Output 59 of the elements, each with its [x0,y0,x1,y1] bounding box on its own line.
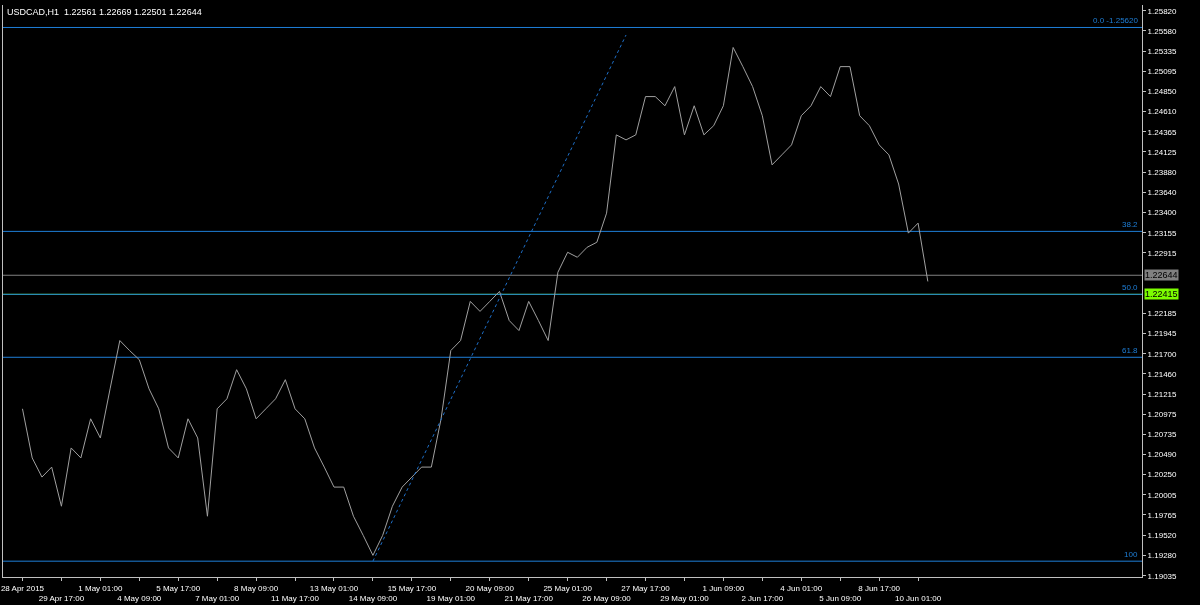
x-tick-label: 19 May 01:00 [426,594,476,603]
y-tick-label: 1.22915 [1147,248,1178,258]
y-tick-label: 1.20005 [1147,490,1178,500]
annotation: 50.0 [1122,283,1139,292]
y-tick-label: 1.21215 [1147,390,1178,400]
y-tick-label: 1.23880 [1147,168,1178,178]
y-tick-label: 1.23640 [1147,188,1178,198]
y-tick-label: 1.23400 [1147,208,1178,218]
y-tick-label: 1.19035 [1147,571,1178,581]
x-tick-label: 8 Jun 17:00 [858,583,901,593]
x-tick-label: 1 May 01:00 [78,583,123,593]
x-tick-label: 5 Jun 09:00 [819,594,862,603]
y-tick-label: 1.22185 [1147,309,1178,319]
annotation: 38.2 [1122,220,1139,229]
y-tick-label: 1.20975 [1147,410,1178,420]
y-tick-label: 1.19520 [1147,531,1178,541]
y-tick-label: 1.24610 [1147,107,1178,117]
x-tick-label: 2 Jun 17:00 [741,594,784,603]
annotation: 0.0 -1.25620 [1093,16,1139,25]
chart-title: USDCAD,H1 1.22561 1.22669 1.22501 1.22644 [7,7,202,17]
y-tick-label: 1.20250 [1147,470,1178,480]
x-tick-label: 4 Jun 01:00 [780,583,823,593]
y-tick-label: 1.25095 [1147,66,1178,76]
y-tick-label: 1.25335 [1147,47,1178,57]
annotation: 100 [1124,550,1138,559]
y-tick-label: 1.25580 [1147,26,1178,36]
x-tick-label: 28 Apr 2015 [0,583,45,593]
x-tick-label: 29 May 01:00 [660,594,710,603]
y-tick-label: 1.20490 [1147,450,1178,460]
x-tick-label: 26 May 09:00 [582,594,632,603]
x-tick-label: 13 May 01:00 [309,583,359,593]
x-tick-label: 14 May 09:00 [348,594,398,603]
x-tick-label: 27 May 17:00 [621,583,671,593]
x-tick-label: 20 May 09:00 [465,583,515,593]
x-tick-label: 29 Apr 17:00 [38,594,85,603]
y-tick-label: 1.24125 [1147,147,1178,157]
x-tick-label: 7 May 01:00 [195,594,240,603]
x-tick-label: 21 May 17:00 [504,594,554,603]
y-tick-label: 1.19280 [1147,551,1178,561]
y-tick-label: 1.21460 [1147,369,1178,379]
x-tick-label: 11 May 17:00 [271,594,320,603]
x-tick-label: 4 May 09:00 [117,594,162,603]
y-tick-label: 1.21945 [1147,329,1178,339]
x-tick-label: 15 May 17:00 [387,583,437,593]
x-tick-label: 10 Jun 01:00 [894,594,942,603]
x-tick-label: 1 Jun 09:00 [702,583,745,593]
annotation: 61.8 [1122,346,1139,355]
y-tick-label: 1.25820 [1147,6,1178,16]
x-tick-label: 25 May 01:00 [543,583,593,593]
y-tick-label: 1.24365 [1147,127,1178,137]
x-tick-label: 5 May 17:00 [156,583,201,593]
ref-line-label: 1.22644 [1145,270,1178,280]
ref-line-label: 1.22415 [1145,289,1178,299]
y-tick-label: 1.19765 [1147,510,1178,520]
x-tick-label: 8 May 09:00 [234,583,279,593]
y-tick-label: 1.20735 [1147,430,1178,440]
y-tick-label: 1.21700 [1147,349,1178,359]
y-tick-label: 1.23155 [1147,228,1178,238]
y-tick-label: 1.24850 [1147,87,1178,97]
